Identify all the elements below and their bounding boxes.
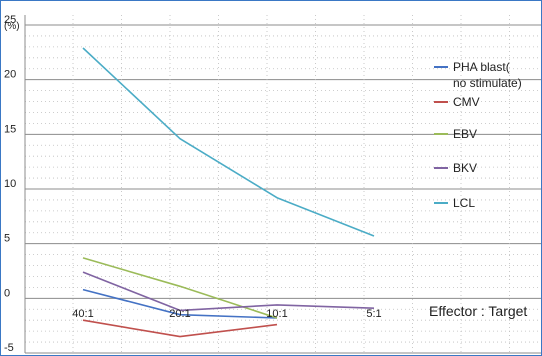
series-line-bkv <box>82 271 375 312</box>
x-axis-ticks: 40:1 20:1 10:1 5:1 <box>72 308 381 320</box>
legend-label: CMV <box>453 95 480 109</box>
x-tick-label: 10:1 <box>266 308 287 320</box>
y-axis-unit-label: (%) <box>4 21 20 32</box>
y-tick-label: 15 <box>4 123 16 135</box>
legend-label: PHA blast(no stimulate) <box>453 60 522 90</box>
legend-label: BKV <box>453 161 477 175</box>
x-tick-label: 5:1 <box>366 308 381 320</box>
legend-label: EBV <box>453 127 477 141</box>
x-tick-label: 40:1 <box>72 308 93 320</box>
x-tick-label: 20:1 <box>169 308 190 320</box>
y-tick-label: -5 <box>4 342 14 354</box>
y-axis-ticks: -5 0 5 10 15 20 25 <box>4 14 16 354</box>
legend: PHA blast(no stimulate) CMV EBV BKV LCL <box>434 60 522 210</box>
y-tick-label: 0 <box>4 287 10 299</box>
y-tick-label: 10 <box>4 178 16 190</box>
y-tick-label: 20 <box>4 69 16 81</box>
legend-label: LCL <box>453 196 475 210</box>
series-lines <box>82 47 375 338</box>
y-tick-label: 5 <box>4 233 10 245</box>
series-line-pha <box>82 288 278 319</box>
grid-lines <box>24 15 541 354</box>
series-line-lcl <box>82 47 375 237</box>
series-line-cmv <box>82 319 278 338</box>
y-tick-label: 25 <box>4 14 16 26</box>
x-axis-title: Effector : Target <box>429 303 527 319</box>
